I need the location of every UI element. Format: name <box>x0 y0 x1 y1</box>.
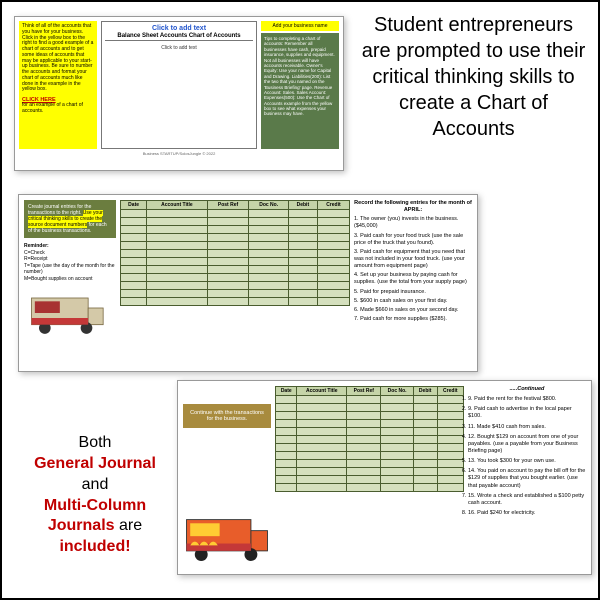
placeholder-title[interactable]: Click to add text <box>105 25 253 32</box>
transactions-list-b: Record the following entries for the mon… <box>354 200 472 366</box>
list-b-header: Record the following entries for the mon… <box>354 200 472 214</box>
list-item: 7. Paid cash for more supplies ($285). <box>354 316 472 323</box>
list-item: 11. Made $410 cash from sales. <box>468 424 586 431</box>
list-item: 3. Paid cash for your food truck (use th… <box>354 233 472 247</box>
worksheet-center: Click to add text Balance Sheet Accounts… <box>101 21 257 149</box>
callout-journals: Both General Journal and Multi-Column Jo… <box>20 433 170 558</box>
placeholder-body[interactable]: Click to add text <box>105 45 253 51</box>
list-item: 4. Set up your business by paying cash f… <box>354 272 472 286</box>
journal-table-b: DateAccount TitlePost RefDoc No.DebitCre… <box>120 200 350 366</box>
list-item: 16. Paid $240 for electricity. <box>468 510 586 517</box>
g1: Create journal entries for the transacti… <box>28 204 91 216</box>
list-c-header: .....Continued <box>468 386 586 393</box>
list-item: 1. The owner (you) invests in the busine… <box>354 216 472 230</box>
journal-table-c: DateAccount TitlePost RefDoc No.DebitCre… <box>275 386 464 569</box>
reminder-heading: Reminder: <box>24 243 49 249</box>
business-name-tag[interactable]: Add your business name <box>261 21 339 31</box>
continue-box: Continue with the transactions for the b… <box>183 404 271 428</box>
worksheet-heading: Balance Sheet Accounts Chart of Accounts <box>105 32 253 41</box>
c1: Both <box>79 434 112 451</box>
c2: General Journal <box>34 455 156 472</box>
list-item: 13. You took $300 for your own use. <box>468 458 586 465</box>
slide-footer: Business STARTUP/SolosJungle © 2022 <box>19 151 339 156</box>
list-item: 5. $600 in cash sales on your first day. <box>354 298 472 305</box>
list-item: 3. Paid cash for equipment that you need… <box>354 249 472 270</box>
list-item: 14. You paid on account to pay the bill … <box>468 468 586 489</box>
instruction-green-box: Create journal entries for the transacti… <box>24 200 116 238</box>
list-item: 6. Made $660 in sales on your second day… <box>354 307 472 314</box>
headline-text: Student entrepreneurs are prompted to us… <box>361 12 586 142</box>
reminder-box: Reminder: C=Check R=Receipt T=Tape (use … <box>24 243 116 282</box>
instruction-text: Think of all of the accounts that you ha… <box>22 23 93 92</box>
slide-startup-transactions: Create journal entries for the transacti… <box>18 194 478 372</box>
slide-continued: Continue with the transactions for the b… <box>177 380 592 575</box>
c3: and <box>82 476 109 493</box>
tips-note: Tips to completing a chart of accounts: … <box>261 33 339 149</box>
rem-3: M=Bought supplies on account <box>24 276 93 282</box>
list-item: 12. Bought $129 on account from one of y… <box>468 434 586 455</box>
c6: included! <box>59 538 130 555</box>
rem-2: T=Tape (use the day of the month for the… <box>24 263 114 276</box>
slide-chart-of-accounts: Think of all of the accounts that you ha… <box>14 16 344 171</box>
click-here-sub: for an example of a chart of accounts. <box>22 102 83 114</box>
transactions-list-c: .....Continued 9. Paid the rent for the … <box>468 386 586 569</box>
list-item: 5. Paid for prepaid insurance. <box>354 289 472 296</box>
food-truck-icon <box>24 288 109 338</box>
instruction-note-left: Think of all of the accounts that you ha… <box>19 21 97 149</box>
list-item: 9. Paid cash to advertise in the local p… <box>468 406 586 420</box>
rem-0: C=Check <box>24 250 45 256</box>
rem-1: R=Receipt <box>24 256 47 262</box>
c5: are <box>119 517 142 534</box>
list-item: 9. Paid the rent for the festival $800. <box>468 396 586 403</box>
food-truck-icon-2 <box>181 509 273 567</box>
list-item: 15. Wrote a check and established a $100… <box>468 493 586 507</box>
